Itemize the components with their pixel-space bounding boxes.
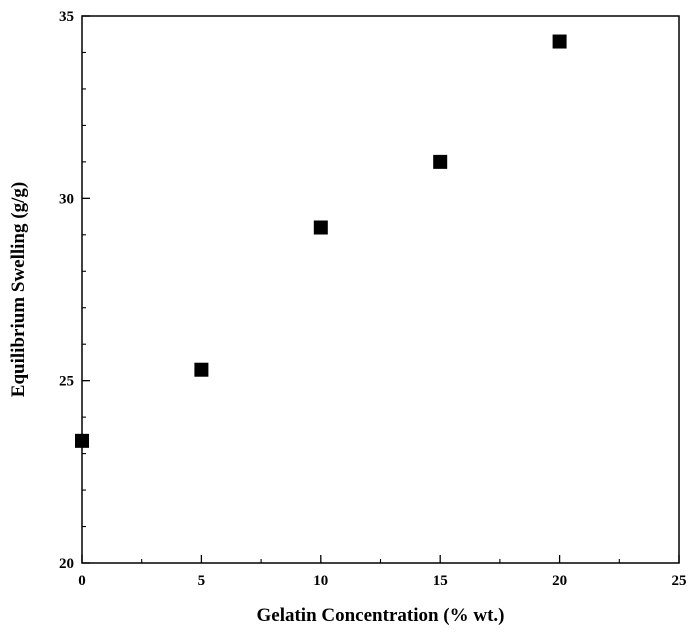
x-tick-label: 10: [313, 573, 328, 589]
plot-frame: [81, 15, 680, 564]
x-tick-label: 15: [433, 573, 448, 589]
data-point: [75, 433, 89, 448]
x-axis-ticks: 0 5 10 15 20 25: [78, 555, 687, 589]
x-axis-label: Gelatin Concentration (% wt.): [256, 605, 504, 626]
y-tick-label: 30: [59, 191, 74, 207]
x-tick-label: 25: [672, 573, 687, 589]
data-point: [313, 220, 328, 235]
plot-border: [81, 15, 680, 564]
data-points: [75, 34, 567, 448]
data-point: [552, 34, 567, 49]
y-tick-label: 20: [59, 556, 74, 572]
data-point: [433, 154, 448, 169]
y-axis-ticks: 20 25 30 35: [59, 9, 90, 572]
y-tick-label: 25: [59, 374, 74, 390]
y-tick-label: 35: [59, 9, 74, 25]
x-tick-label: 20: [552, 573, 567, 589]
x-tick-label: 5: [198, 573, 206, 589]
data-point: [194, 362, 209, 377]
y-axis-label: Equilibrium Swelling (g/g): [8, 182, 29, 397]
x-tick-label: 0: [78, 573, 86, 589]
